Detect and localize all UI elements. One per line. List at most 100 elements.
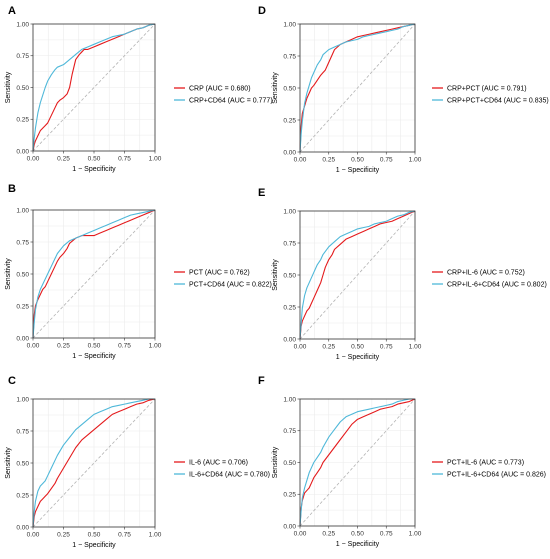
x-tick-label: 1.00 [409, 344, 422, 351]
y-tick-label: 0.75 [16, 428, 29, 435]
roc-panel-f: F 0.000.00 0.25 0.25 0.50 0.50 0.75 0.75 1.00 1.0… [258, 375, 546, 548]
legend: CRP (AUC = 0.680) CRP+CD64 (AUC = 0.777) [174, 86, 273, 105]
reference-diagonal [299, 23, 416, 153]
y-tick-label: 1.00 [16, 396, 29, 403]
panel-letter: F [258, 375, 265, 387]
legend-label: CRP+PCT+CD64 (AUC = 0.835) [447, 98, 549, 105]
roc-curve-blue [32, 209, 156, 339]
y-axis-title: Sensitivity [5, 258, 12, 290]
y-tick-label: 0.25 [283, 492, 296, 499]
x-axis-title: 1 − Specificity [72, 542, 116, 549]
legend-label: PCT (AUC = 0.762) [189, 270, 250, 277]
y-tick-label: 0.50 [283, 85, 296, 92]
roc-curve-red [32, 209, 156, 339]
roc-panel-b: B 0.000.00 0.25 0.25 0.50 0.50 0.75 0.75 1.00 1.0… [5, 183, 272, 360]
y-axis-title: Sensitivity [5, 447, 12, 479]
legend: CRP+PCT (AUC = 0.791) CRP+PCT+CD64 (AUC =… [432, 86, 549, 105]
legend-label: CRP+IL-6+CD64 (AUC = 0.802) [447, 282, 547, 289]
y-axis-title: Sensitivity [272, 72, 279, 104]
y-tick-label: 0.25 [16, 492, 29, 499]
y-tick-label: 0.00 [16, 524, 29, 531]
x-tick-label: 0.00 [27, 156, 40, 163]
x-axis-title: 1 − Specificity [72, 166, 116, 173]
x-tick-label: 0.25 [57, 532, 70, 539]
panel-letter: D [258, 5, 266, 17]
reference-diagonal [32, 209, 156, 339]
legend: CRP+IL-6 (AUC = 0.752) CRP+IL-6+CD64 (AUC… [432, 270, 547, 289]
y-tick-label: 0.00 [283, 523, 296, 530]
y-tick-label: 1.00 [16, 21, 29, 28]
panel-letter: A [8, 5, 16, 17]
x-tick-label: 0.50 [351, 531, 364, 538]
legend-label: CRP+CD64 (AUC = 0.777) [189, 98, 273, 105]
x-axis-title: 1 − Specificity [72, 353, 116, 360]
x-tick-label: 0.75 [118, 343, 131, 350]
y-tick-label: 0.75 [283, 53, 296, 60]
roc-curve-blue [299, 210, 416, 340]
x-tick-label: 0.00 [294, 531, 307, 538]
x-axis-title: 1 − Specificity [336, 354, 380, 361]
y-axis-title: Sensitivity [272, 446, 279, 478]
roc-panel-c: C 0.000.00 0.25 0.25 0.50 0.50 0.75 0.75 1.00 1.0… [5, 375, 270, 549]
legend: IL-6 (AUC = 0.706) IL-6+CD64 (AUC = 0.780… [174, 460, 270, 479]
x-tick-label: 0.75 [118, 156, 131, 163]
reference-diagonal [32, 23, 156, 152]
y-tick-label: 0.00 [283, 149, 296, 156]
legend-label: IL-6+CD64 (AUC = 0.780) [189, 472, 270, 479]
x-tick-label: 0.50 [88, 156, 101, 163]
roc-panel-e: E 0.000.00 0.25 0.25 0.50 0.50 0.75 0.75 1.00 1.0… [258, 187, 547, 361]
y-tick-label: 0.50 [16, 85, 29, 92]
y-tick-label: 0.50 [16, 271, 29, 278]
x-tick-label: 0.75 [380, 344, 393, 351]
roc-curve-blue [299, 23, 416, 153]
x-tick-label: 0.00 [27, 532, 40, 539]
x-tick-label: 0.25 [322, 531, 335, 538]
y-tick-label: 0.50 [283, 272, 296, 279]
x-tick-label: 0.25 [57, 156, 70, 163]
reference-diagonal [299, 398, 416, 527]
legend-label: IL-6 (AUC = 0.706) [189, 460, 248, 467]
roc-curve-red [32, 398, 156, 528]
x-tick-label: 1.00 [149, 532, 162, 539]
x-tick-label: 0.25 [57, 343, 70, 350]
roc-panel-d: D 0.000.00 0.25 0.25 0.50 0.50 0.75 0.75 1.00 1.0… [258, 5, 549, 174]
x-axis-title: 1 − Specificity [336, 541, 380, 548]
legend-label: CRP (AUC = 0.680) [189, 86, 251, 93]
x-tick-label: 0.25 [322, 344, 335, 351]
legend-label: PCT+IL-6 (AUC = 0.773) [447, 460, 524, 467]
y-tick-label: 1.00 [283, 208, 296, 215]
x-tick-label: 0.50 [351, 344, 364, 351]
panel-letter: C [8, 375, 16, 387]
x-tick-label: 0.50 [88, 532, 101, 539]
x-tick-label: 0.75 [118, 532, 131, 539]
reference-diagonal [32, 398, 156, 528]
x-tick-label: 0.50 [88, 343, 101, 350]
legend: PCT+IL-6 (AUC = 0.773) PCT+IL-6+CD64 (AUC… [432, 460, 546, 479]
y-tick-label: 0.00 [16, 148, 29, 155]
x-tick-label: 1.00 [409, 531, 422, 538]
x-tick-label: 0.75 [380, 531, 393, 538]
legend: PCT (AUC = 0.762) PCT+CD64 (AUC = 0.822) [174, 270, 272, 289]
y-tick-label: 0.75 [16, 53, 29, 60]
legend-label: CRP+IL-6 (AUC = 0.752) [447, 270, 525, 277]
x-tick-label: 1.00 [409, 157, 422, 164]
y-tick-label: 0.75 [283, 428, 296, 435]
panel-letter: B [8, 183, 16, 195]
x-tick-label: 0.75 [380, 157, 393, 164]
roc-curve-red [299, 23, 416, 153]
legend-label: PCT+IL-6+CD64 (AUC = 0.826) [447, 472, 546, 479]
y-tick-label: 0.75 [283, 240, 296, 247]
y-tick-label: 1.00 [16, 207, 29, 214]
roc-curve-red [299, 398, 416, 527]
y-axis-title: Sensitivity [272, 259, 279, 291]
y-tick-label: 0.25 [283, 304, 296, 311]
x-tick-label: 0.25 [322, 157, 335, 164]
x-tick-label: 1.00 [149, 156, 162, 163]
x-axis-title: 1 − Specificity [336, 167, 380, 174]
x-tick-label: 0.00 [294, 344, 307, 351]
y-tick-label: 1.00 [283, 396, 296, 403]
y-tick-label: 0.50 [283, 460, 296, 467]
x-tick-label: 0.00 [294, 157, 307, 164]
x-tick-label: 0.50 [351, 157, 364, 164]
